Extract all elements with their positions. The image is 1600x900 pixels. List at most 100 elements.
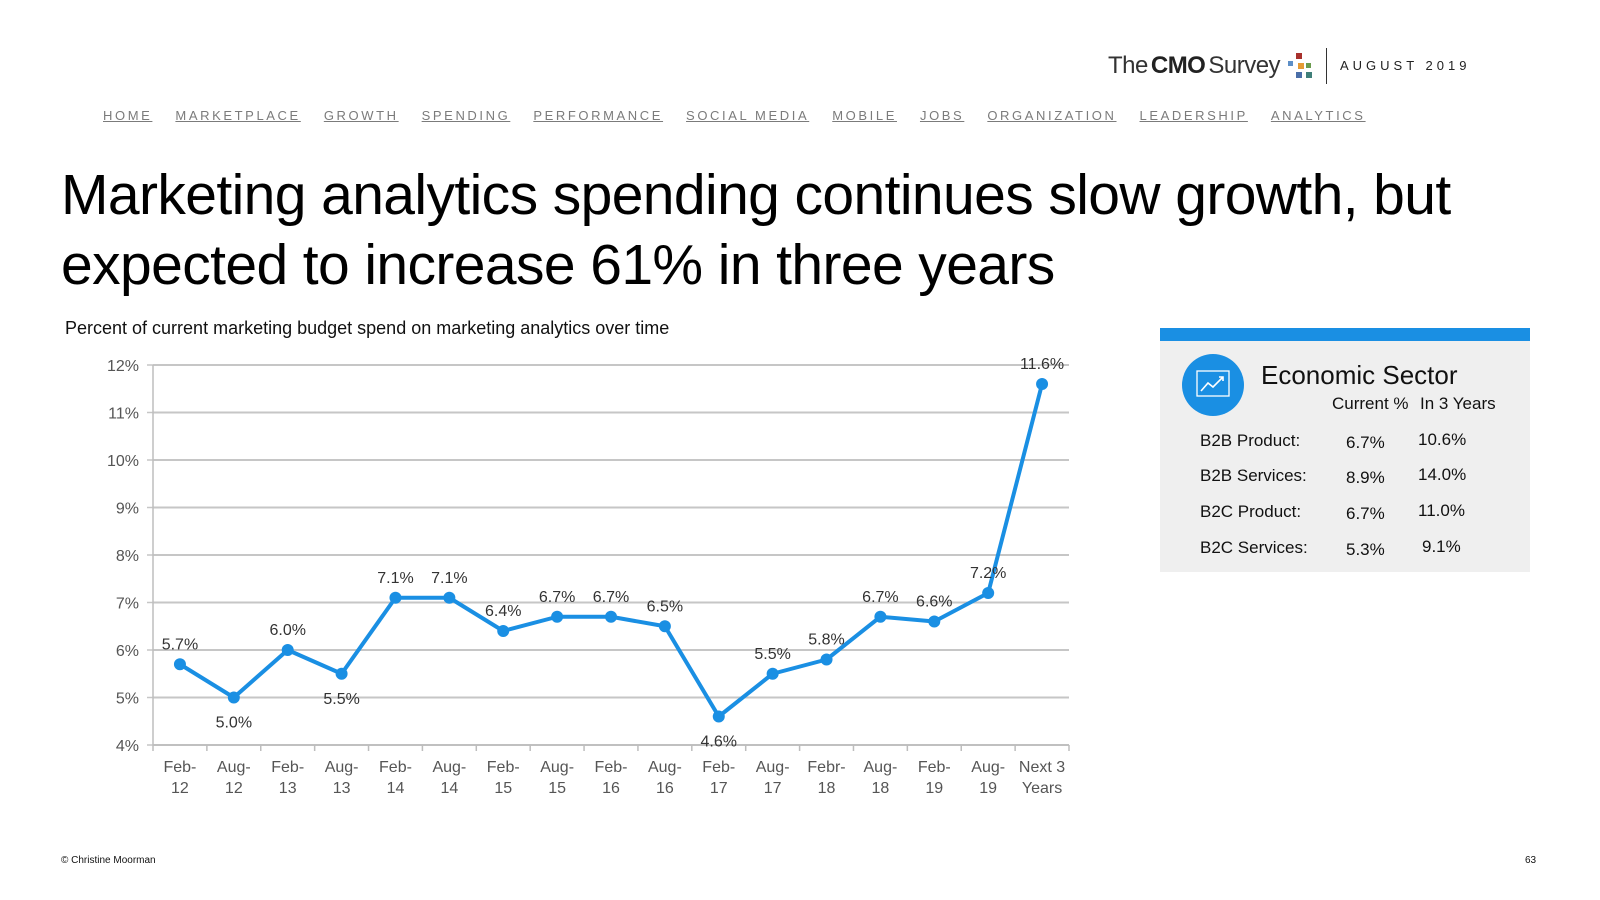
data-label: 11.6%: [1020, 356, 1064, 373]
data-point: [605, 610, 617, 623]
col-header-future: In 3 Years: [1420, 394, 1496, 413]
data-point: [658, 620, 671, 633]
data-point: [1036, 378, 1049, 390]
nav-social-media[interactable]: SOCIAL MEDIA: [686, 108, 810, 123]
data-point: [712, 710, 725, 723]
x-tick-label: Aug-16: [648, 759, 682, 797]
x-tick-label: Aug-12: [217, 759, 251, 797]
x-tick-label: Feb-15: [487, 759, 520, 797]
economic-sector-panel: Economic Sector Current % In 3 Years B2B…: [1160, 328, 1530, 572]
logo-divider: [1326, 48, 1327, 84]
y-tick-label: 11%: [108, 406, 139, 423]
data-point: [281, 644, 294, 656]
series-line: [178, 383, 1044, 719]
y-tick-label: 7%: [116, 596, 139, 613]
x-tick-label: Aug-15: [540, 759, 574, 797]
line-chart-icon: [1182, 354, 1244, 416]
data-label: 4.6%: [701, 734, 737, 751]
sector-row: B2C Product: 6.7% 11.0%: [1160, 501, 1530, 532]
data-label: 6.7%: [539, 589, 575, 606]
nav-leadership[interactable]: LEADERSHIP: [1139, 108, 1248, 123]
x-tick-label: Feb-13: [271, 759, 304, 797]
y-tick-label: 9%: [116, 501, 139, 518]
x-tick-label: Feb-16: [595, 759, 628, 797]
x-tick-label: Feb-17: [702, 759, 735, 797]
x-tick-label: Aug-19: [971, 759, 1005, 797]
sector-label: B2B Product:: [1200, 431, 1301, 450]
data-point: [443, 591, 456, 604]
x-tick-label: Febr-18: [807, 759, 845, 797]
nav-jobs[interactable]: JOBS: [919, 108, 965, 123]
data-label: 7.1%: [377, 570, 413, 587]
sector-current: 6.7%: [1346, 504, 1385, 523]
cmo-survey-logo: The CMO Survey: [1108, 48, 1313, 84]
data-label: 6.4%: [485, 603, 521, 620]
page-number: 63: [1525, 855, 1537, 866]
sector-label: B2C Services:: [1200, 538, 1308, 557]
top-nav: HOME MARKETPLACE GROWTH SPENDING PERFORM…: [103, 108, 1389, 123]
data-point: [551, 610, 564, 623]
sector-current: 5.3%: [1346, 540, 1385, 559]
x-tick-label: Aug-17: [756, 759, 790, 797]
nav-analytics[interactable]: ANALYTICS: [1270, 108, 1366, 123]
data-point: [874, 610, 887, 623]
sector-future: 11.0%: [1418, 501, 1465, 520]
logo-survey: Survey: [1208, 52, 1281, 79]
data-label: 5.8%: [808, 632, 844, 649]
x-tick-label: Next 3 Years: [1019, 759, 1065, 797]
sector-future: 14.0%: [1418, 465, 1467, 484]
data-label: 7.1%: [431, 570, 467, 587]
nav-growth[interactable]: GROWTH: [323, 108, 399, 123]
data-label: 6.7%: [862, 589, 898, 606]
nav-mobile[interactable]: MOBILE: [832, 108, 897, 123]
nav-marketplace[interactable]: MARKETPLACE: [175, 108, 301, 123]
survey-date: AUGUST 2019: [1340, 58, 1471, 73]
y-tick-label: 12%: [107, 358, 139, 375]
chart-title: Percent of current marketing budget spen…: [65, 318, 670, 338]
data-point: [389, 591, 402, 604]
data-point: [820, 653, 833, 666]
logo-the: The: [1108, 52, 1148, 79]
data-point: [982, 587, 995, 599]
sector-future: 10.6%: [1418, 430, 1467, 449]
x-tick-label: Feb-19: [918, 759, 951, 797]
x-tick-label: Feb-12: [163, 759, 196, 797]
logo-dots-icon: [1282, 51, 1313, 81]
data-point: [766, 667, 779, 680]
y-tick-label: 8%: [116, 548, 139, 565]
x-tick-label: Feb-14: [379, 759, 412, 797]
sector-future: 9.1%: [1422, 537, 1461, 556]
data-point: [173, 658, 186, 671]
data-point: [227, 691, 240, 704]
nav-performance[interactable]: PERFORMANCE: [533, 108, 664, 123]
nav-home[interactable]: HOME: [103, 108, 153, 123]
sector-row: B2C Services: 5.3% 9.1%: [1160, 537, 1530, 568]
data-label: 7.2%: [970, 565, 1006, 582]
copyright: © Christine Moorman: [61, 855, 156, 866]
sector-label: B2C Product:: [1200, 502, 1302, 521]
nav-spending[interactable]: SPENDING: [421, 108, 511, 123]
sector-current: 8.9%: [1346, 468, 1385, 487]
page-title: Marketing analytics spending continues s…: [61, 163, 1451, 297]
data-label: 6.0%: [269, 622, 305, 639]
data-label: 5.5%: [323, 691, 359, 708]
panel-accent-bar: [1160, 328, 1530, 341]
logo-cmo: CMO: [1150, 52, 1206, 79]
y-tick-label: 10%: [107, 453, 139, 470]
data-label: 5.7%: [162, 636, 198, 653]
data-point: [497, 625, 510, 637]
sector-row: B2B Services: 8.9% 14.0%: [1160, 465, 1530, 496]
y-tick-label: 4%: [116, 738, 139, 755]
y-tick-label: 5%: [116, 691, 139, 708]
x-tick-label: Aug-13: [325, 759, 359, 797]
x-tick-label: Aug-18: [864, 759, 898, 797]
data-label: 5.5%: [754, 646, 790, 663]
col-header-current: Current %: [1332, 394, 1409, 413]
y-tick-label: 6%: [116, 643, 139, 660]
data-point: [928, 615, 941, 628]
line-chart: 4% 5% 6% 7% 8% 9% 10% 11% 12% Feb-12 Aug-12 Feb-13 A…: [107, 356, 1070, 797]
nav-organization[interactable]: ORGANIZATION: [987, 108, 1117, 123]
data-label: 6.6%: [916, 594, 952, 611]
data-point: [335, 667, 348, 680]
x-tick-label: Aug-14: [432, 759, 466, 797]
